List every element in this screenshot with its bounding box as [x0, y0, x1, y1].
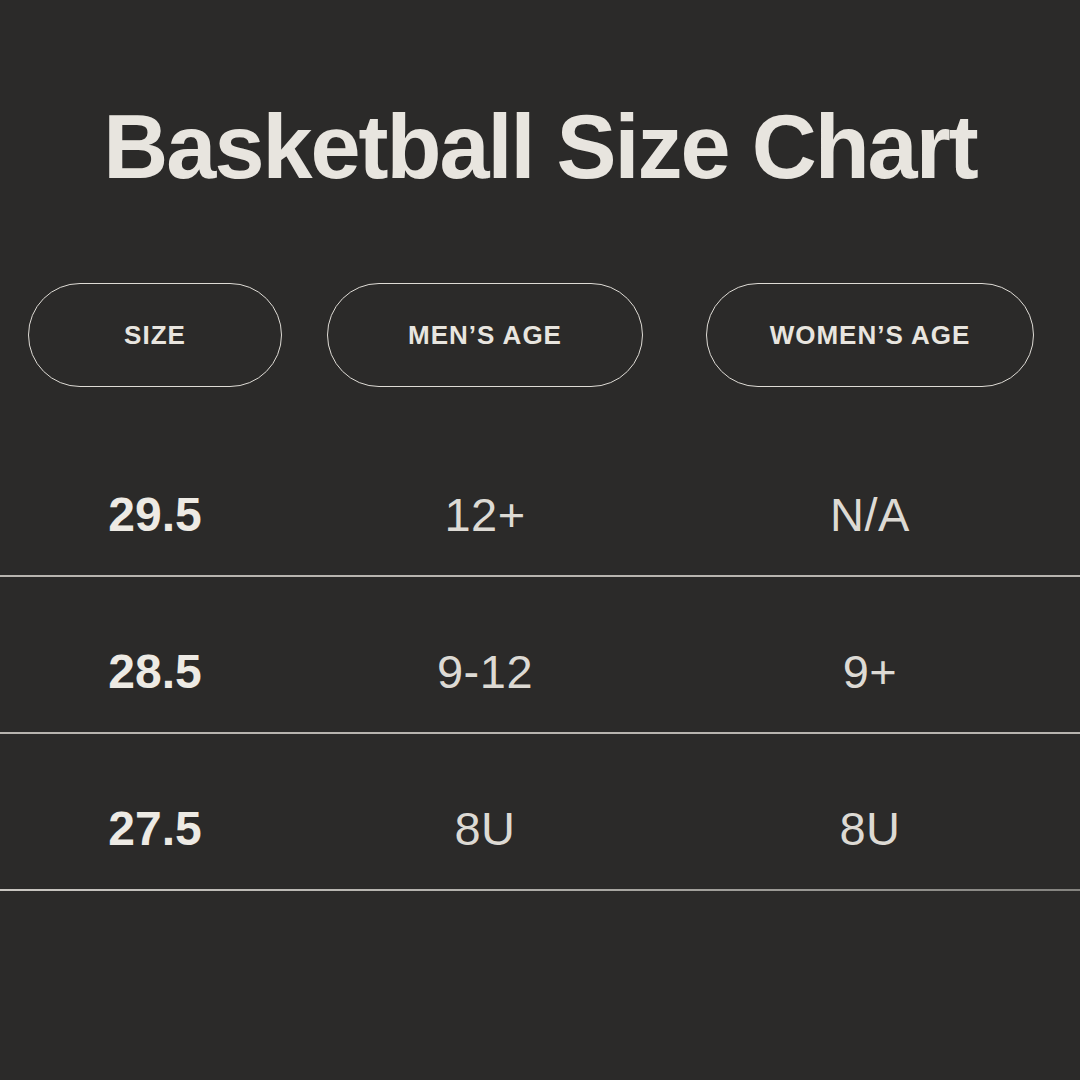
- cell-mens-age: 9-12: [310, 644, 660, 699]
- cell-size: 27.5: [0, 801, 310, 856]
- cell-size: 29.5: [0, 487, 310, 542]
- column-header-size-label: SIZE: [124, 320, 186, 351]
- cell-womens-age: 8U: [660, 801, 1080, 856]
- cell-womens-age: N/A: [660, 487, 1080, 542]
- column-header-mens-age-label: MEN’S AGE: [408, 320, 562, 351]
- size-table-body: 29.5 12+ N/A 28.5 9-12 9+ 27.5 8U 8U: [0, 420, 1080, 891]
- column-header-womens-age-label: WOMEN’S AGE: [770, 320, 971, 351]
- table-row: 27.5 8U 8U: [0, 734, 1080, 891]
- cell-mens-age: 12+: [310, 487, 660, 542]
- basketball-size-chart-graphic: Basketball Size Chart SIZE MEN’S AGE WOM…: [0, 0, 1080, 1080]
- cell-womens-age: 9+: [660, 644, 1080, 699]
- table-header: SIZE MEN’S AGE WOMEN’S AGE: [0, 283, 1080, 387]
- cell-mens-age: 8U: [310, 801, 660, 856]
- column-header-womens-age: WOMEN’S AGE: [706, 283, 1034, 387]
- column-header-size: SIZE: [28, 283, 282, 387]
- table-row: 29.5 12+ N/A: [0, 420, 1080, 577]
- column-header-mens-age: MEN’S AGE: [327, 283, 643, 387]
- cell-size: 28.5: [0, 644, 310, 699]
- page-title: Basketball Size Chart: [0, 102, 1080, 192]
- table-row: 28.5 9-12 9+: [0, 577, 1080, 734]
